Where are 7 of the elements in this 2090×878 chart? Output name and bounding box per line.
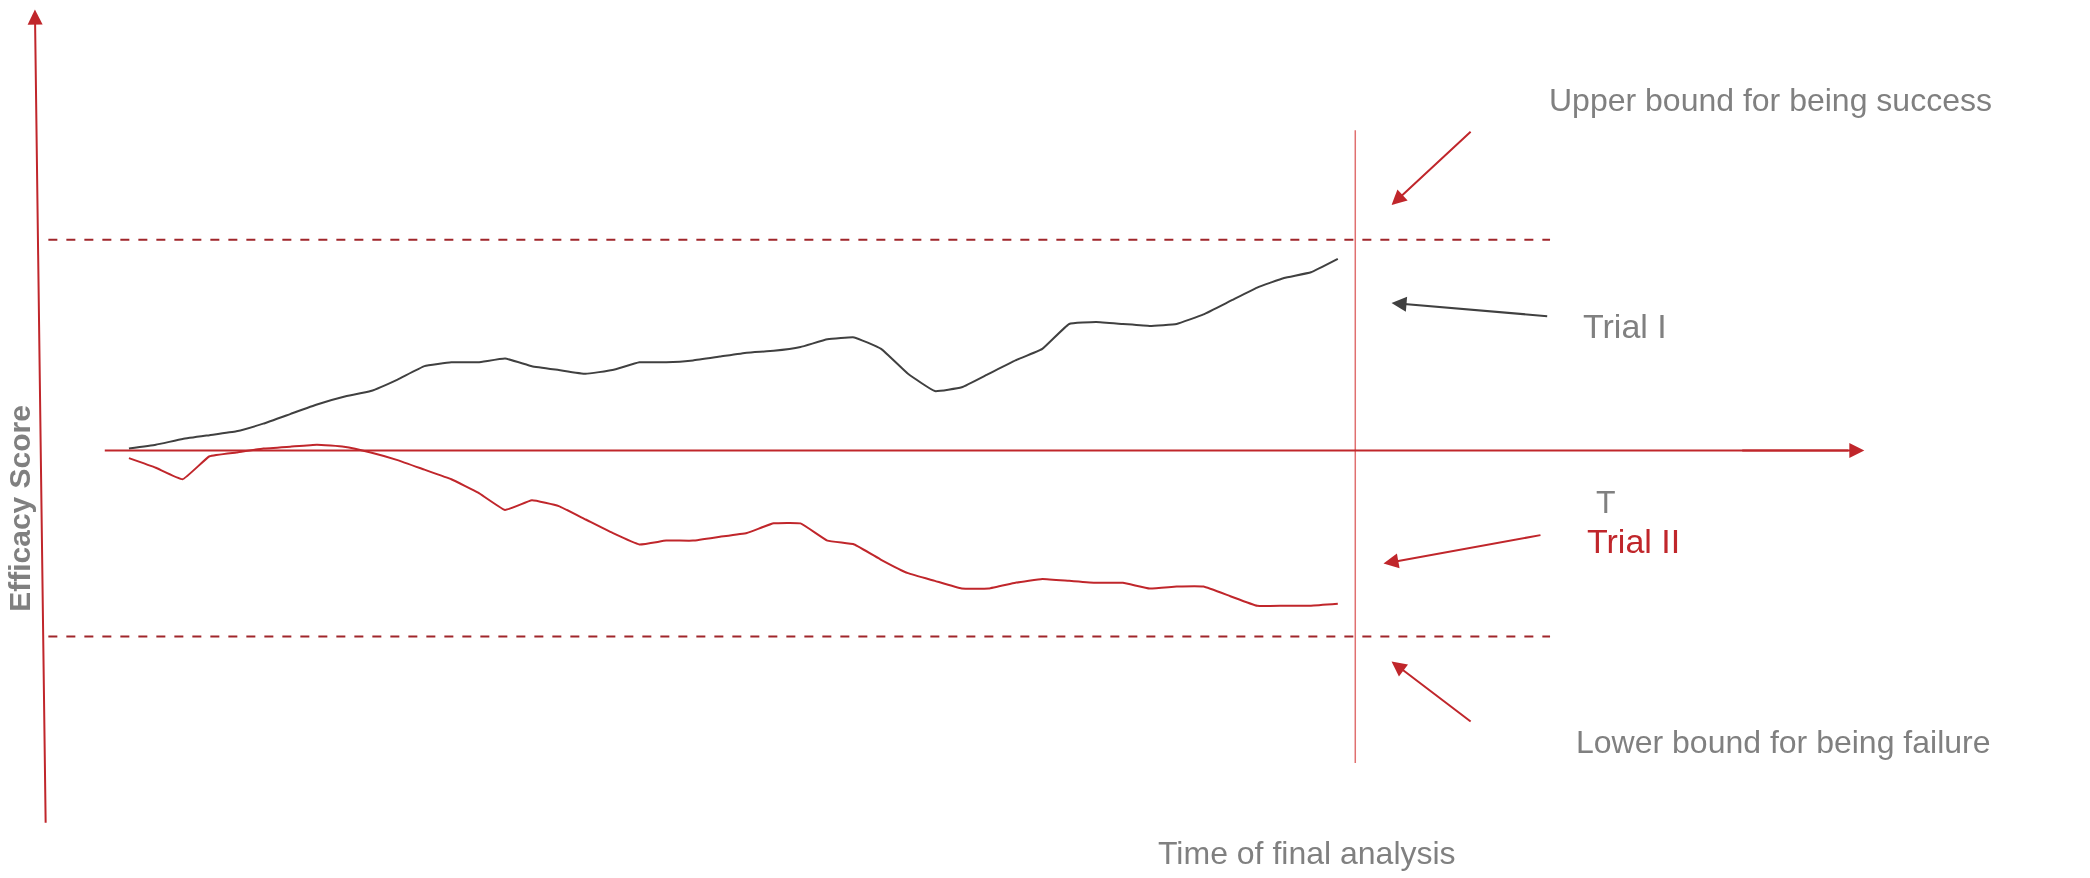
legend-label: Trial II bbox=[1587, 522, 1681, 560]
legend-label: Trial I bbox=[1583, 307, 1667, 345]
text: Upper bound for being success bbox=[1549, 82, 1992, 118]
y-axis-title: Efficacy Score bbox=[2, 405, 36, 612]
text: T bbox=[1596, 484, 1616, 520]
text: Lower bound for being failure bbox=[1576, 724, 1991, 760]
text: Time of final analysis bbox=[1158, 835, 1456, 871]
